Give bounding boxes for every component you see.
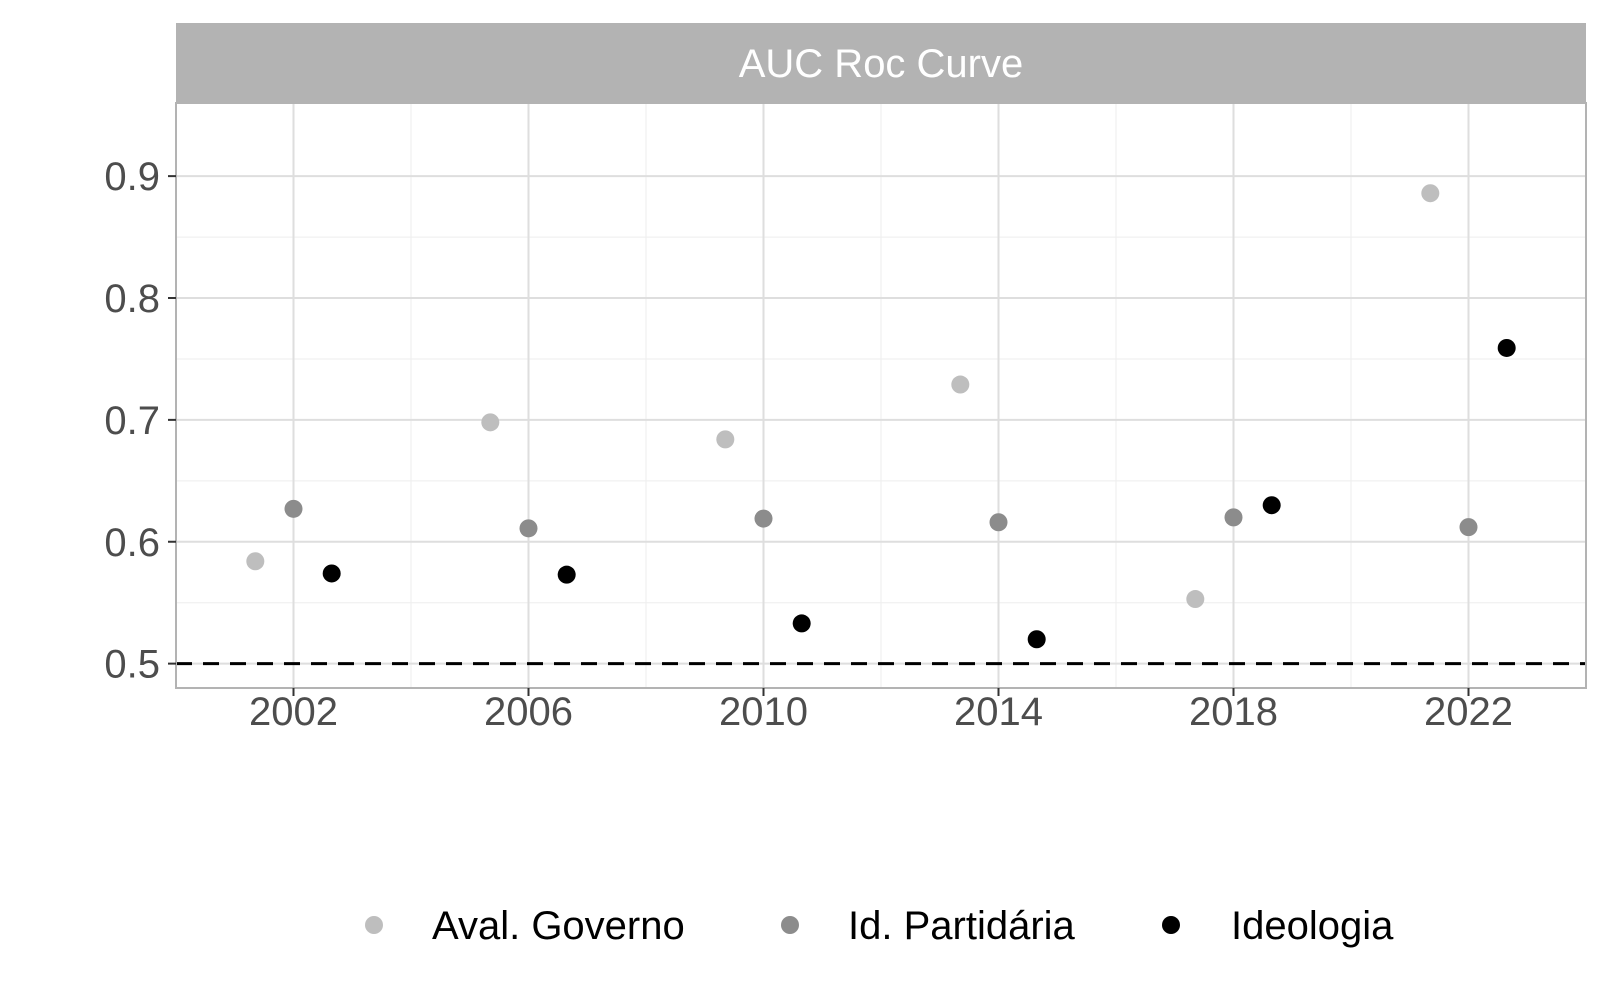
point-ideologia-2014	[1027, 630, 1046, 649]
point-ideologia-2002	[322, 564, 341, 583]
point-ideologia-2018	[1262, 496, 1281, 515]
chart-title: AUC Roc Curve	[739, 42, 1024, 86]
point-id-partid-ria-2018	[1224, 508, 1243, 527]
x-tick-label: 2010	[719, 690, 808, 734]
legend: Aval. Governo Id. Partidária Ideologia	[365, 904, 1394, 948]
legend-key	[781, 916, 799, 934]
legend-label: Id. Partidária	[848, 904, 1076, 948]
point-aval-governo-2022	[1421, 184, 1440, 203]
y-tick-label: 0.7	[104, 399, 160, 443]
x-tick-label: 2018	[1189, 690, 1278, 734]
x-tick-label: 2022	[1424, 690, 1513, 734]
legend-key	[1162, 916, 1180, 934]
y-tick-label: 0.5	[104, 643, 160, 687]
y-tick-label: 0.6	[104, 521, 160, 565]
x-tick-label: 2014	[954, 690, 1043, 734]
point-aval-governo-2014	[951, 375, 970, 394]
grid-minor	[176, 103, 1586, 688]
point-aval-governo-2006	[481, 413, 500, 432]
y-tick-label: 0.9	[104, 155, 160, 199]
point-ideologia-2022	[1497, 338, 1516, 357]
point-aval-governo-2010	[716, 430, 735, 449]
point-ideologia-2010	[792, 614, 811, 633]
x-tick-label: 2006	[484, 690, 573, 734]
point-id-partid-ria-2014	[989, 513, 1008, 532]
y-axis: 0.5 0.6 0.7 0.8 0.9	[104, 155, 176, 687]
x-axis: 2002 2006 2010 2014 2018 2022	[249, 688, 1513, 734]
y-tick-label: 0.8	[104, 277, 160, 321]
data-points	[246, 184, 1516, 649]
legend-label: Aval. Governo	[432, 904, 685, 948]
x-tick-label: 2002	[249, 690, 338, 734]
facet-strip	[176, 23, 1586, 103]
legend-label: Ideologia	[1231, 904, 1394, 948]
point-id-partid-ria-2010	[754, 509, 773, 528]
point-ideologia-2006	[557, 565, 576, 584]
point-aval-governo-2002	[246, 552, 265, 571]
point-id-partid-ria-2006	[519, 519, 538, 538]
panel-border	[175, 102, 1587, 689]
legend-key	[365, 916, 383, 934]
point-id-partid-ria-2022	[1459, 518, 1478, 537]
point-aval-governo-2018	[1186, 590, 1205, 609]
point-id-partid-ria-2002	[284, 499, 303, 518]
